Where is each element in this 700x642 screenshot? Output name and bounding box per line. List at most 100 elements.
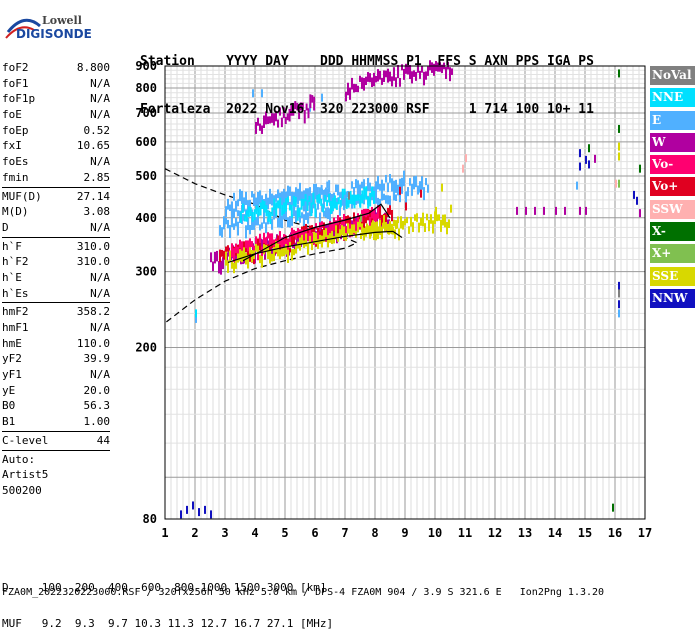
echo-mark	[345, 198, 348, 209]
echo-mark	[399, 78, 401, 87]
echo-mark	[323, 222, 325, 233]
echo-mark	[304, 194, 307, 202]
echo-mark	[413, 176, 415, 190]
echo-mark	[362, 227, 364, 236]
param-value: 27.14	[76, 189, 110, 203]
echo-mark	[297, 228, 299, 235]
echo-mark	[316, 195, 319, 203]
echo-mark	[393, 219, 395, 227]
echo-mark	[379, 205, 381, 219]
echo-mark	[327, 235, 329, 248]
echo-mark	[255, 236, 257, 247]
param-name: hmF2	[2, 305, 29, 319]
echo-mark	[421, 176, 423, 190]
echo-mark	[214, 251, 216, 264]
echo-mark	[324, 195, 327, 202]
echo-mark	[243, 247, 245, 261]
echo-mark	[305, 207, 307, 220]
echo-mark	[285, 243, 287, 255]
param-row: fmin 2.85	[2, 170, 110, 186]
echo-mark	[339, 205, 341, 216]
echo-mark	[287, 239, 289, 252]
echo-mark	[259, 202, 262, 216]
echo-mark	[239, 249, 241, 262]
echo-mark	[395, 194, 397, 201]
echo-mark	[218, 261, 220, 274]
echo-mark	[373, 186, 375, 194]
legend-entry: X-	[650, 222, 695, 242]
echo-mark	[389, 173, 391, 183]
echo-mark	[257, 191, 259, 203]
echo-mark	[310, 202, 313, 217]
echo-mark	[235, 259, 237, 269]
echo-mark	[353, 83, 355, 93]
echo-mark	[293, 249, 295, 256]
echo-mark	[233, 248, 235, 262]
echo-mark	[235, 218, 237, 227]
logo-emblem-icon	[5, 18, 41, 39]
echo-mark	[261, 125, 263, 134]
echo-mark	[448, 219, 450, 229]
echo-mark	[409, 178, 411, 186]
echo-mark	[372, 220, 374, 228]
echo-mark	[275, 240, 277, 253]
echo-mark	[440, 219, 442, 232]
x-tick-label: 14	[548, 526, 562, 540]
echo-mark	[339, 224, 341, 234]
echo-mark	[329, 233, 331, 243]
echo-mark	[282, 107, 285, 119]
echo-mark	[299, 229, 301, 243]
footer: D 100 200 400 600 800 1000 1500 3000 [km…	[2, 558, 333, 642]
echo-mark	[289, 216, 291, 228]
echo-mark	[235, 243, 237, 254]
echo-mark	[249, 199, 251, 209]
echo-mark	[231, 243, 233, 258]
x-tick-label: 3	[221, 526, 228, 540]
echo-point	[585, 155, 587, 164]
echo-mark	[288, 108, 291, 122]
echo-mark	[364, 227, 366, 236]
echo-mark	[355, 230, 357, 238]
echo-mark	[363, 187, 366, 200]
echo-mark	[277, 200, 280, 209]
echo-mark	[363, 179, 365, 190]
echo-point	[261, 89, 263, 98]
echo-point	[618, 152, 620, 161]
param-row: M(D) 3.08	[2, 204, 110, 220]
echo-mark	[253, 219, 255, 230]
echo-mark	[361, 77, 363, 89]
echo-mark	[277, 189, 279, 199]
echo-mark	[305, 233, 307, 247]
echo-mark	[313, 201, 315, 209]
echo-mark	[425, 71, 427, 80]
param-name: C-level	[2, 433, 49, 447]
echo-mark	[384, 222, 386, 232]
param-name: fxI	[2, 139, 22, 153]
echo-mark	[328, 180, 331, 193]
echo-point	[534, 206, 536, 215]
echo-mark	[261, 222, 263, 229]
echo-mark	[227, 219, 229, 229]
echo-mark	[298, 105, 301, 120]
echo-mark	[305, 195, 307, 209]
echo-mark	[327, 207, 329, 220]
echo-mark	[420, 217, 422, 226]
echo-mark	[355, 179, 357, 189]
param-note: Auto:	[2, 452, 36, 466]
echo-point	[639, 209, 641, 218]
echo-mark	[269, 116, 271, 124]
echo-point	[195, 309, 197, 318]
echo-mark	[351, 224, 353, 235]
echo-mark	[431, 62, 433, 73]
echo-mark	[385, 70, 387, 78]
echo-mark	[418, 222, 420, 233]
echo-point	[198, 508, 200, 517]
plot-frame	[164, 65, 646, 520]
echo-mark	[309, 235, 311, 245]
echo-mark	[403, 178, 405, 187]
echo-point	[579, 206, 581, 215]
echo-mark	[391, 209, 393, 222]
echo-mark	[237, 246, 239, 258]
echo-point	[618, 179, 620, 188]
echo-mark	[353, 194, 356, 209]
